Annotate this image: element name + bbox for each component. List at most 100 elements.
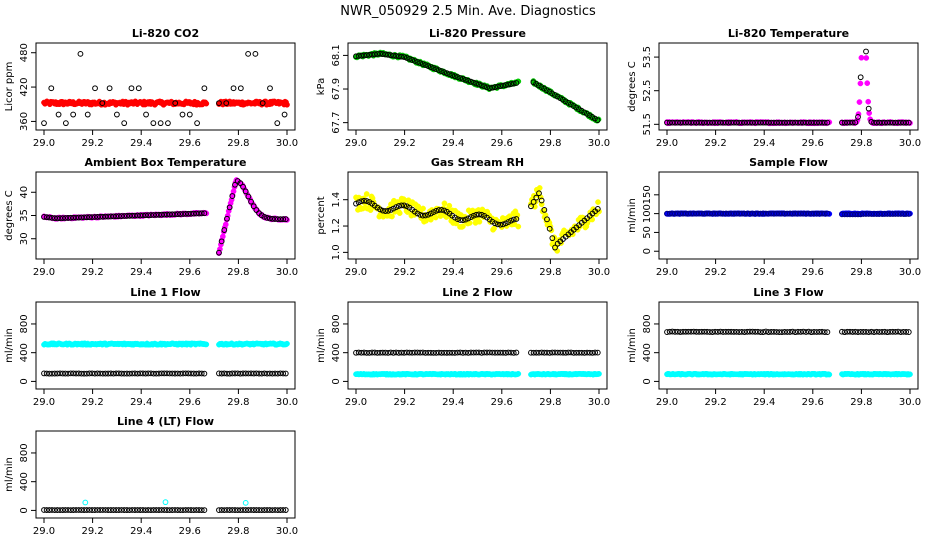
data-point <box>857 74 864 81</box>
x-tick-label: 29.4 <box>130 138 152 149</box>
data-point <box>889 119 896 126</box>
data-point <box>446 202 453 209</box>
data-point <box>396 210 403 216</box>
data-point <box>693 119 700 126</box>
data-point <box>106 85 113 92</box>
data-point <box>406 56 413 62</box>
y-tick-label: 0 <box>331 378 342 384</box>
data-point <box>736 119 743 126</box>
data-point <box>536 185 543 191</box>
data-point <box>486 85 493 92</box>
x-tick-label: 29.6 <box>179 267 201 278</box>
series-fill <box>353 185 602 254</box>
chart-temp: Li-820 Temperature 29.0 29.2 29.4 29.6 29.8 30… <box>627 27 921 149</box>
y-tick-label: 0 <box>19 378 30 384</box>
data-point <box>903 119 910 126</box>
data-point <box>787 119 793 126</box>
data-point <box>666 119 673 126</box>
data-point <box>417 60 424 66</box>
data-point <box>864 80 871 87</box>
x-tick-label: 29.4 <box>130 267 152 278</box>
data-point <box>847 119 853 126</box>
data-point <box>454 74 461 80</box>
data-point <box>664 119 670 126</box>
y-tick-label: 800 <box>331 314 342 333</box>
data-point <box>688 119 694 126</box>
x-tick-label: 29.2 <box>704 397 726 408</box>
data-point <box>897 119 904 126</box>
y-tick-label: 0 <box>19 507 30 513</box>
data-point <box>819 119 825 126</box>
chart-line3: Line 3 Flow 29.0 29.2 29.4 29.6 29.8 30.0 0 400 8… <box>627 286 921 408</box>
chart-co2: Li-820 CO2 29.0 29.2 29.4 29.6 29.8 30.0 360 420… <box>4 27 298 149</box>
data-point <box>216 100 222 107</box>
x-tick-label: 29.6 <box>802 267 824 278</box>
data-point <box>468 78 474 85</box>
data-point <box>390 52 397 59</box>
data-point <box>677 119 684 126</box>
data-point <box>446 71 453 78</box>
data-point <box>70 111 77 118</box>
x-tick-label: 29.4 <box>753 267 775 278</box>
data-point <box>863 55 870 61</box>
series-points <box>664 48 912 126</box>
x-tick-label: 29.0 <box>345 397 367 408</box>
data-point <box>457 75 464 81</box>
data-point <box>858 54 865 61</box>
page-title: NWR_050929 2.5 Min. Ave. Diagnostics <box>340 4 596 19</box>
data-point <box>682 119 689 126</box>
data-point <box>358 52 365 59</box>
y-tick-label: 0 <box>642 378 653 384</box>
y-tick-label: 400 <box>19 472 30 491</box>
data-point <box>157 120 164 127</box>
chart-sample: Sample Flow 29.0 29.2 29.4 29.6 29.8 30.0 0 50 10… <box>627 156 921 278</box>
data-point <box>194 120 200 127</box>
x-tick-label: 29.8 <box>227 397 249 408</box>
x-tick-label: 29.8 <box>539 397 561 408</box>
y-tick-label: 40 <box>19 186 30 199</box>
y-axis-label: kPa <box>316 78 327 96</box>
data-point <box>808 119 815 126</box>
chart-title: Line 2 Flow <box>442 286 512 299</box>
data-point <box>871 119 877 126</box>
y-axis-label: Licor ppm <box>4 62 15 112</box>
data-point <box>717 119 724 126</box>
chart-title: Li-820 Pressure <box>429 27 526 40</box>
data-point <box>754 119 761 126</box>
y-tick-label: 53.5 <box>642 46 653 68</box>
x-tick-label: 30.0 <box>276 267 298 278</box>
x-tick-label: 29.0 <box>656 138 678 149</box>
x-tick-label: 29.2 <box>81 397 103 408</box>
series-base <box>41 507 289 514</box>
x-tick-label: 29.4 <box>442 397 464 408</box>
chart-title: Gas Stream RH <box>431 156 524 169</box>
x-tick-label: 30.0 <box>588 397 610 408</box>
data-point <box>768 119 775 126</box>
data-point <box>478 82 485 89</box>
data-point <box>873 119 880 126</box>
chart-pressure: Li-820 Pressure 29.0 29.2 29.4 29.6 29.8 30.0 6… <box>316 27 610 149</box>
data-point <box>887 119 893 126</box>
data-point <box>881 119 888 126</box>
data-point <box>441 69 448 76</box>
data-point <box>121 120 128 127</box>
data-point <box>92 85 98 92</box>
data-point <box>389 213 395 220</box>
data-point <box>805 119 812 126</box>
data-point <box>203 100 210 107</box>
data-point <box>82 499 89 506</box>
x-tick-label: 29.2 <box>704 138 726 149</box>
x-tick-label: 30.0 <box>276 397 298 408</box>
y-tick-label: 51.5 <box>642 113 653 135</box>
data-point <box>222 221 229 228</box>
x-tick-label: 30.0 <box>899 397 921 408</box>
data-point <box>821 119 828 126</box>
data-point <box>367 207 374 213</box>
x-tick-label: 29.2 <box>81 526 103 537</box>
data-point <box>84 111 91 118</box>
x-tick-label: 30.0 <box>899 267 921 278</box>
data-point <box>422 62 429 68</box>
x-tick-label: 29.4 <box>130 397 152 408</box>
x-tick-label: 30.0 <box>276 138 298 149</box>
